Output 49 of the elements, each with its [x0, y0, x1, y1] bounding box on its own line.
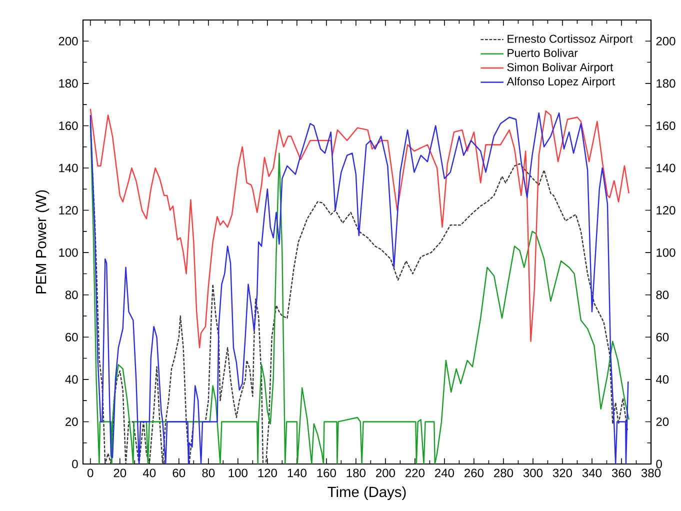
- x-tick-label: 100: [228, 468, 248, 478]
- y-tick-label: 60: [66, 332, 78, 342]
- y2-tick-label: 200: [656, 36, 676, 46]
- x-tick-label: 260: [464, 468, 484, 478]
- y-tick-label: 180: [59, 79, 78, 88]
- x-tick-label: 200: [376, 468, 395, 478]
- x-tick-label: 320: [552, 468, 572, 478]
- y-tick-label: 0: [72, 460, 78, 468]
- x-tick-label: 80: [202, 468, 215, 478]
- y2-tick-label: 80: [656, 290, 669, 300]
- x-tick-label: 0: [88, 468, 94, 478]
- x-tick-label: 360: [612, 468, 632, 478]
- y-tick-label: 140: [59, 164, 78, 172]
- x-tick-label: 340: [582, 468, 602, 478]
- x-tick-label: 120: [258, 468, 277, 478]
- y-tick-label: 40: [65, 375, 78, 384]
- y2-tick-label: 0: [656, 460, 662, 468]
- y2-tick-label: 180: [656, 79, 676, 88]
- y-tick-label: 100: [59, 248, 78, 257]
- legend-label: Ernesto Cortissoz Airport: [508, 34, 633, 46]
- y-tick-label: 120: [59, 206, 78, 215]
- y2-tick-label: 40: [656, 375, 669, 384]
- line-series: [90, 108, 630, 348]
- y2-tick-label: 140: [656, 164, 676, 172]
- legend-label: Simon Bolivar Airport: [507, 62, 614, 74]
- legend-label: Alfonso Lopez Airport: [506, 77, 615, 88]
- y2-tick-label: 100: [656, 248, 676, 257]
- y-tick-label: 200: [58, 36, 78, 46]
- x-tick-label: 240: [435, 468, 454, 478]
- x-tick-label: 180: [346, 468, 366, 478]
- x-tick-label: 40: [142, 468, 156, 478]
- x-tick-label: 60: [172, 468, 186, 478]
- x-tick-label: 20: [114, 468, 126, 478]
- y-tick-label: 80: [65, 290, 78, 300]
- y2-tick-label: 120: [656, 206, 676, 215]
- y-tick-label: 160: [59, 121, 78, 130]
- x-tick-label: 380: [641, 468, 661, 478]
- x-tick-label: 140: [288, 468, 306, 478]
- legend-label: Puerto Bolivar: [508, 48, 578, 58]
- y-tick-label: 20: [66, 417, 78, 426]
- x-tick-label: 160: [317, 468, 336, 478]
- y2-tick-label: 60: [656, 332, 669, 342]
- x-tick-label: 220: [406, 468, 424, 478]
- y2-tick-label: 160: [656, 121, 676, 130]
- x-tick-label: 280: [494, 468, 514, 478]
- y2-tick-label: 20: [656, 417, 669, 426]
- x-axis-title: Time (Days): [328, 486, 406, 500]
- y-axis-title: PEM Power (W): [35, 190, 50, 294]
- x-tick-label: 300: [523, 468, 543, 478]
